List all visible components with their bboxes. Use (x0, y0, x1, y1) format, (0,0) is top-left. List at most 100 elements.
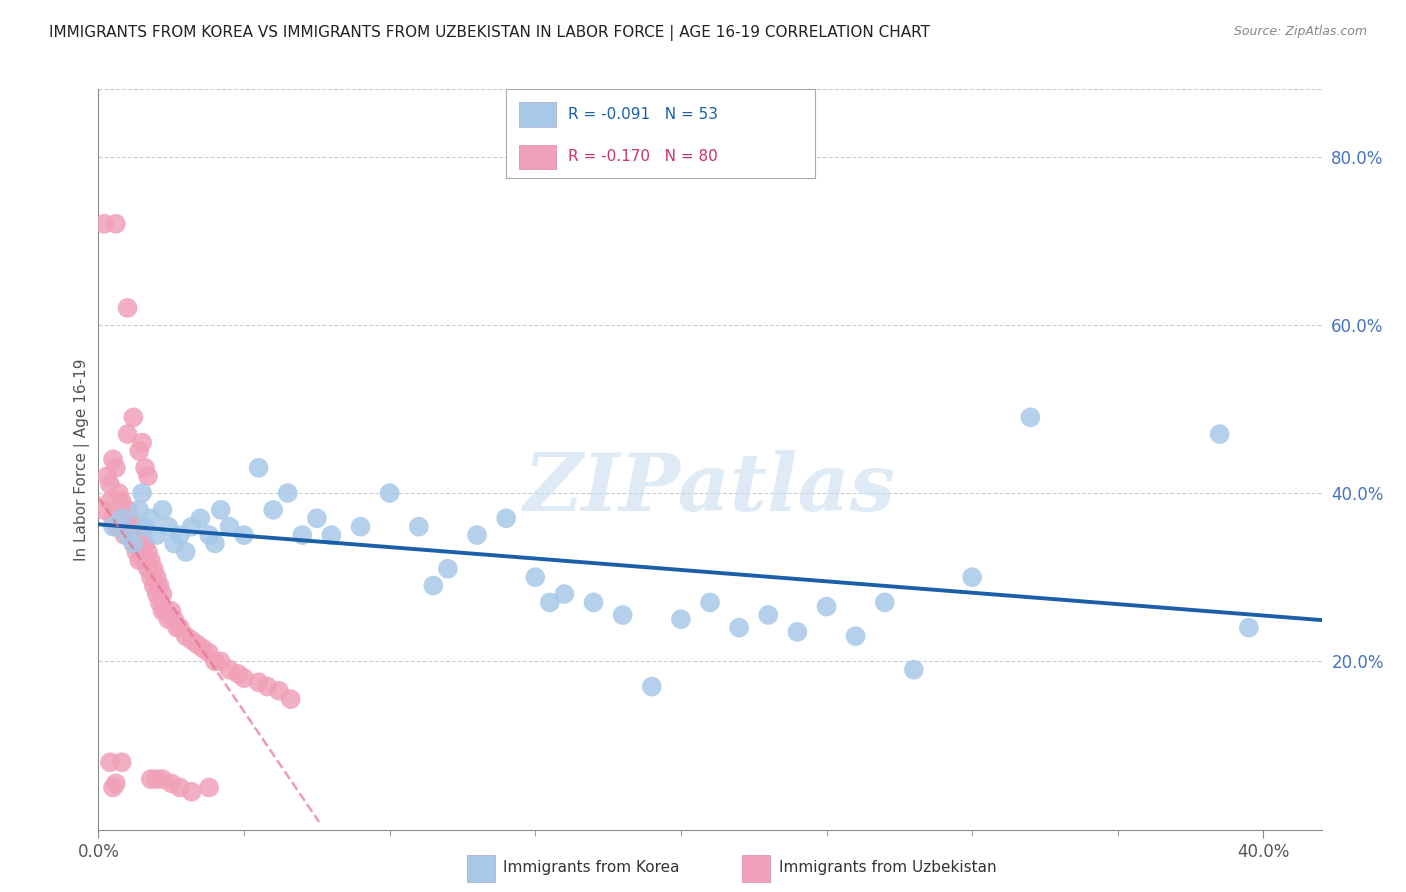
Point (349, 519, 371, 533)
Point (117, 519, 139, 533)
Point (218, 663, 240, 677)
Point (136, 469, 159, 483)
Point (233, 528, 256, 542)
Point (120, 511, 142, 525)
Text: Immigrants from Korea: Immigrants from Korea (503, 860, 681, 875)
Point (142, 578, 165, 592)
Point (437, 562, 460, 576)
Point (114, 528, 136, 542)
Point (117, 427, 139, 442)
Point (174, 629, 197, 643)
Point (169, 621, 191, 635)
Point (120, 528, 142, 542)
Point (104, 776, 127, 790)
Text: Source: ZipAtlas.com: Source: ZipAtlas.com (1233, 25, 1367, 38)
Point (101, 511, 124, 525)
Point (960, 570, 983, 584)
Point (277, 486, 299, 500)
Point (117, 528, 139, 542)
Point (218, 519, 240, 533)
Point (122, 536, 145, 550)
Point (134, 519, 156, 533)
Point (134, 460, 156, 475)
Point (152, 587, 174, 601)
Point (669, 612, 692, 626)
Point (378, 486, 401, 500)
Point (641, 680, 664, 694)
Point (155, 604, 177, 618)
Point (524, 570, 547, 584)
Bar (467, 855, 495, 881)
Point (139, 553, 162, 567)
Point (786, 624, 808, 639)
Point (186, 637, 208, 651)
Point (104, 460, 127, 475)
Point (169, 528, 191, 542)
Point (160, 604, 183, 618)
Point (111, 756, 134, 770)
Point (198, 528, 221, 542)
Point (1208, 427, 1232, 442)
Point (149, 595, 172, 609)
Point (101, 452, 124, 467)
Point (101, 780, 124, 795)
Point (145, 587, 167, 601)
Point (204, 654, 226, 668)
Point (166, 621, 188, 635)
Point (96, 469, 118, 483)
Point (188, 511, 212, 525)
Point (699, 595, 721, 609)
Text: IMMIGRANTS FROM KOREA VS IMMIGRANTS FROM UZBEKISTAN IN LABOR FORCE | AGE 16-19 C: IMMIGRANTS FROM KOREA VS IMMIGRANTS FROM… (49, 25, 931, 41)
Point (104, 217, 127, 231)
Point (180, 633, 202, 648)
Point (209, 654, 232, 668)
Point (157, 519, 180, 533)
Point (125, 528, 148, 542)
Point (98, 477, 121, 491)
Bar (742, 855, 770, 881)
Point (163, 536, 186, 550)
Point (93, 503, 115, 517)
Text: R = -0.170   N = 80: R = -0.170 N = 80 (568, 150, 718, 164)
Text: ZIPatlas: ZIPatlas (524, 450, 896, 528)
Point (247, 460, 270, 475)
Point (98, 494, 121, 508)
Bar (519, 102, 555, 127)
Point (280, 692, 302, 706)
Bar (519, 145, 555, 169)
Point (111, 519, 134, 533)
Point (122, 519, 145, 533)
Point (152, 604, 174, 618)
Point (495, 511, 517, 525)
Point (145, 772, 167, 786)
Point (149, 578, 172, 592)
Point (125, 545, 148, 559)
Point (873, 595, 896, 609)
Point (1019, 410, 1042, 425)
Point (145, 528, 167, 542)
Point (465, 528, 488, 542)
Point (152, 503, 174, 517)
Point (209, 503, 232, 517)
Point (122, 536, 145, 550)
Point (321, 528, 343, 542)
Point (136, 545, 159, 559)
Point (163, 612, 186, 626)
Point (142, 562, 165, 576)
Point (582, 595, 605, 609)
Point (291, 528, 314, 542)
Point (903, 663, 925, 677)
Point (612, 607, 634, 622)
Point (104, 519, 127, 533)
Point (145, 570, 167, 584)
Point (262, 503, 284, 517)
Point (152, 772, 174, 786)
Point (815, 599, 838, 614)
Point (111, 494, 134, 508)
Point (128, 553, 150, 567)
Point (139, 570, 162, 584)
Point (845, 629, 868, 643)
Point (131, 545, 153, 559)
Point (108, 486, 131, 500)
Point (111, 511, 134, 525)
